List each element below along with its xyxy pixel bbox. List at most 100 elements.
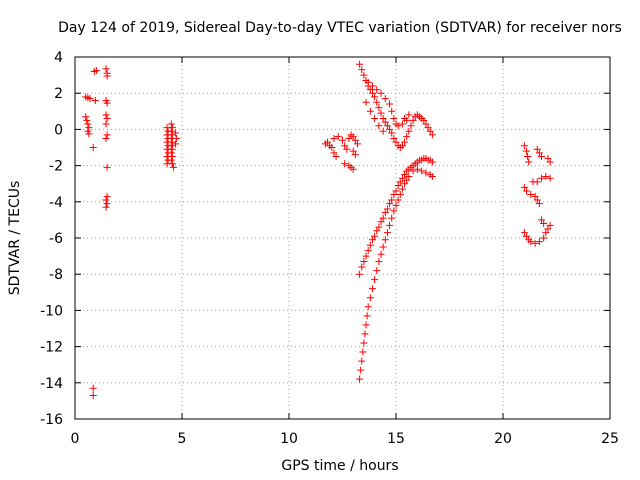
data-point	[85, 124, 93, 132]
y-tick-label: -8	[49, 267, 63, 283]
data-point	[362, 252, 370, 260]
data-point	[86, 95, 94, 103]
data-point	[173, 134, 181, 142]
x-tick-label: 0	[71, 431, 80, 447]
data-point	[328, 144, 336, 151]
data-point	[377, 89, 385, 97]
data-point	[542, 172, 550, 180]
data-point	[390, 134, 398, 142]
x-tick-label: 10	[280, 431, 298, 447]
data-point	[405, 111, 413, 119]
data-point	[540, 234, 548, 242]
data-point	[533, 145, 541, 153]
data-point	[403, 176, 411, 184]
data-point	[386, 125, 394, 133]
data-point	[542, 229, 550, 237]
data-point	[409, 167, 417, 175]
data-point	[426, 127, 434, 135]
data-point	[167, 127, 175, 135]
data-point	[381, 95, 389, 103]
data-point	[377, 218, 385, 226]
data-point	[356, 375, 364, 383]
data-point	[523, 147, 531, 155]
data-point	[102, 196, 110, 204]
data-point	[332, 153, 340, 161]
data-point	[167, 149, 175, 157]
data-point	[375, 223, 383, 231]
data-point	[388, 196, 396, 204]
data-point	[527, 238, 535, 246]
data-point	[398, 142, 406, 150]
data-point	[167, 142, 175, 150]
data-point	[386, 221, 394, 229]
data-point	[386, 100, 394, 108]
data-point	[168, 160, 176, 168]
data-point	[540, 220, 548, 228]
data-point	[356, 270, 364, 278]
x-tick-label: 15	[387, 431, 405, 447]
data-point	[368, 236, 376, 244]
data-point	[102, 203, 110, 211]
data-point	[379, 115, 387, 123]
data-point	[428, 131, 436, 139]
data-point	[366, 294, 374, 302]
x-axis-label: GPS time / hours	[281, 458, 398, 474]
data-point	[324, 138, 332, 146]
data-point	[358, 357, 366, 365]
data-point	[364, 247, 372, 255]
data-point	[373, 86, 381, 94]
data-points	[82, 60, 554, 399]
data-point	[371, 93, 379, 101]
x-tick-label: 5	[178, 431, 187, 447]
data-point	[538, 216, 546, 224]
data-point	[360, 258, 368, 266]
data-point	[405, 172, 413, 180]
y-tick-label: -2	[49, 159, 63, 175]
data-point	[358, 66, 366, 74]
data-point	[89, 384, 97, 392]
data-point	[341, 142, 349, 150]
data-point	[401, 115, 409, 123]
data-point	[392, 187, 400, 195]
data-point	[388, 214, 396, 222]
data-point	[371, 115, 379, 123]
data-point	[373, 267, 381, 275]
data-point	[396, 191, 404, 199]
data-point	[366, 241, 374, 249]
x-tick-label: 20	[494, 431, 512, 447]
data-point	[172, 129, 180, 137]
y-tick-label: -14	[40, 376, 63, 392]
plot-frame	[74, 56, 611, 420]
data-point	[345, 134, 353, 142]
data-point	[520, 183, 528, 191]
data-point	[546, 158, 554, 166]
data-point	[398, 185, 406, 193]
axis-ticks: 0 5 10 15 20 25 -16 -14 -12 -10 -8 -6 -4 -2 0 2 4	[40, 50, 619, 447]
grid-lines	[75, 57, 610, 419]
data-point	[390, 191, 398, 199]
data-point	[368, 285, 376, 293]
data-point	[377, 250, 385, 258]
data-point	[102, 111, 110, 119]
data-point	[167, 156, 175, 164]
data-point	[103, 115, 111, 123]
data-point	[360, 71, 368, 79]
data-point	[168, 131, 176, 139]
data-point	[85, 130, 93, 138]
data-point	[375, 104, 383, 112]
data-point	[84, 120, 92, 128]
data-point	[359, 348, 367, 356]
data-point	[377, 109, 385, 117]
data-point	[364, 303, 372, 311]
data-point	[361, 330, 369, 338]
data-point	[401, 171, 409, 179]
data-point	[523, 187, 531, 195]
data-point	[102, 134, 110, 142]
data-point	[89, 391, 97, 399]
data-point	[362, 321, 370, 329]
y-tick-label: 0	[54, 122, 63, 138]
x-tick-label: 25	[601, 431, 619, 447]
data-point	[168, 153, 176, 161]
data-point	[375, 122, 383, 130]
